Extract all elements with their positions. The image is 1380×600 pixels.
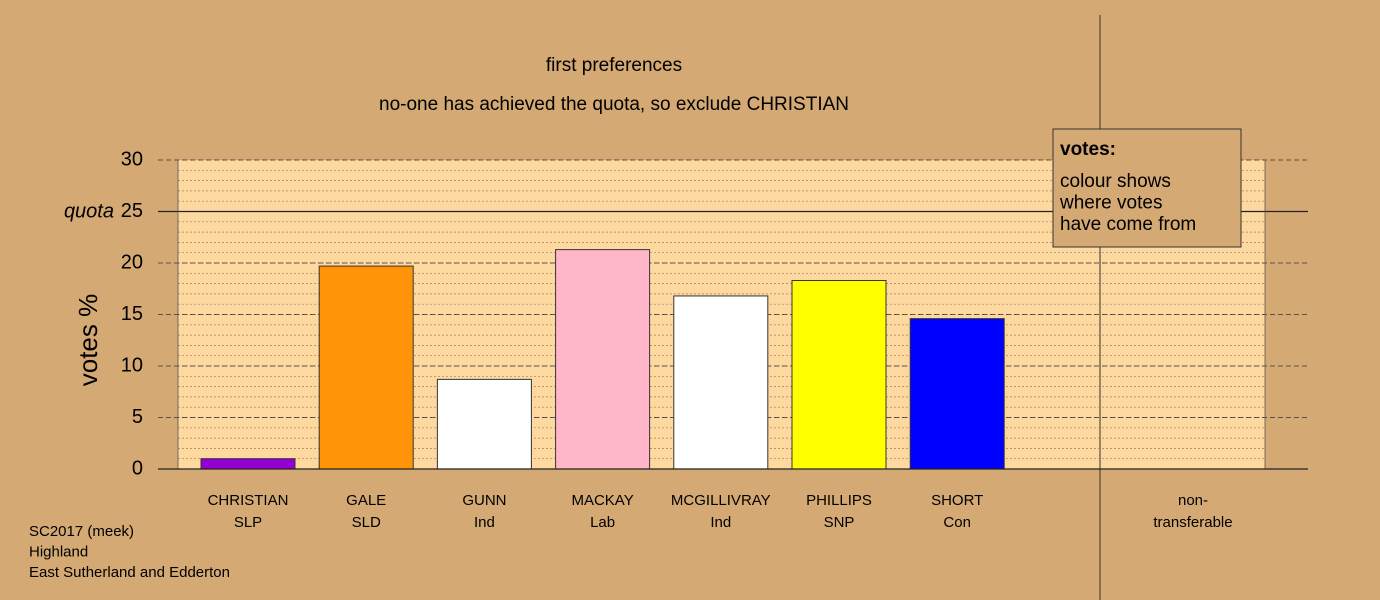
x-tick-sublabel: SLD <box>352 514 381 531</box>
x-tick-label: GALE <box>346 492 386 509</box>
bar <box>555 249 651 470</box>
x-tick-sublabel: SLP <box>234 514 262 531</box>
legend-text: colour shows <box>1060 171 1171 192</box>
bar <box>318 265 414 470</box>
y-tick-label: 20 <box>121 251 143 273</box>
chart-title: first preferences <box>546 55 682 76</box>
legend-text: where votes <box>1059 193 1162 214</box>
x-tick-sublabel: Con <box>943 514 971 531</box>
y-tick-label: 10 <box>121 354 143 376</box>
x-tick-label: GUNN <box>462 492 506 509</box>
x-tick-sublabel: Lab <box>590 514 615 531</box>
y-tick-label: 30 <box>121 148 143 170</box>
x-tick-sublabel: SNP <box>824 514 855 531</box>
bar <box>909 318 1005 470</box>
footer: SC2017 (meek) Highland East Sutherland and… <box>29 523 230 581</box>
x-tick-label: SHORT <box>931 492 983 509</box>
x-tick-sublabel: Ind <box>710 514 731 531</box>
y-tick-label: 0 <box>132 457 143 479</box>
legend-box <box>1052 128 1242 248</box>
x-tick-sublabel: Ind <box>474 514 495 531</box>
x-tick-label: MACKAY <box>571 492 633 509</box>
chart-subtitle: no-one has achieved the quota, so exclud… <box>379 94 849 115</box>
legend-title: votes: <box>1060 139 1116 160</box>
y-axis-label: votes % <box>73 294 103 387</box>
x-tick-label: PHILLIPS <box>806 492 872 509</box>
footer-text: Highland <box>29 543 88 560</box>
x-tick-label: non-transferable <box>1153 492 1232 531</box>
footer-text: SC2017 (meek) <box>29 523 134 540</box>
footer-text: East Sutherland and Edderton <box>29 564 230 581</box>
y-tick-label: 25 <box>121 200 143 222</box>
y-tick-label: 5 <box>132 406 143 428</box>
bar <box>791 280 887 470</box>
x-tick-label: CHRISTIAN <box>208 492 289 509</box>
x-tick-label: MCGILLIVRAY <box>671 492 771 509</box>
bar <box>673 295 769 470</box>
legend-text: have come from <box>1060 214 1196 235</box>
y-tick-label: 15 <box>121 303 143 325</box>
bar <box>436 378 532 470</box>
bar <box>200 458 296 470</box>
quota-label: quota <box>64 200 114 222</box>
